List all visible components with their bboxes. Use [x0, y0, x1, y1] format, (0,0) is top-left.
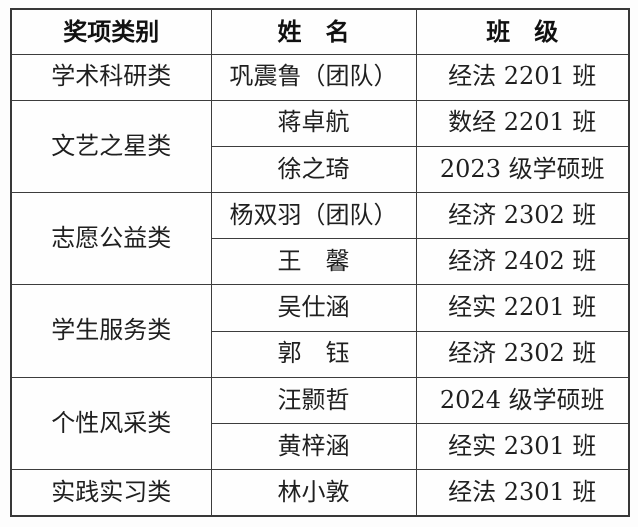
category-cell: 实践实习类 — [10, 469, 212, 517]
class-cell: 数经 2201 班 — [415, 99, 630, 147]
table-row: 学生服务类 吴仕涵 经实 2201 班 — [10, 284, 630, 378]
column-header-category: 奖项类别 — [10, 8, 212, 55]
category-cell: 学术科研类 — [10, 53, 212, 101]
class-cell: 经济 2302 班 — [415, 192, 630, 240]
name-cell: 徐之琦 — [210, 145, 417, 194]
table-row: 学术科研类 巩震鲁（团队） 经法 2201 班 — [10, 53, 630, 101]
class-cell: 2023 级学硕班 — [415, 145, 630, 194]
name-cell: 黄梓涵 — [210, 422, 417, 471]
class-cell: 经法 2301 班 — [415, 469, 630, 517]
class-cell: 经实 2201 班 — [415, 284, 630, 332]
table-row: 文艺之星类 蒋卓航 数经 2201 班 — [10, 99, 630, 194]
name-cell: 蒋卓航 — [210, 99, 417, 147]
class-cell: 经法 2201 班 — [415, 53, 630, 101]
name-cell: 林小敦 — [210, 469, 417, 517]
name-cell: 吴仕涵 — [210, 284, 417, 332]
name-cell: 杨双羽（团队） — [210, 192, 417, 240]
name-cell: 巩震鲁（团队） — [210, 53, 417, 101]
name-cell: 汪颢哲 — [210, 376, 417, 425]
name-cell: 王 馨 — [210, 238, 417, 286]
table-row: 徐之琦 2023 级学硕班 — [11, 145, 630, 194]
category-cell: 志愿公益类 — [10, 192, 212, 286]
class-cell: 2024 级学硕班 — [415, 376, 630, 425]
name-cell: 郭 钰 — [210, 330, 417, 378]
award-winners-table: 奖项类别 姓 名 班 级 学术科研类 巩震鲁（团队） 经法 2201 班文艺之星类蒋… — [10, 8, 630, 517]
table-header-row: 奖项类别 姓 名 班 级 — [10, 8, 630, 55]
table-row: 志愿公益类 杨双羽（团队） 经济 2302 班 — [10, 192, 630, 286]
column-header-class: 班 级 — [415, 8, 630, 55]
column-header-name: 姓 名 — [210, 8, 417, 55]
table-body: 学术科研类 巩震鲁（团队） 经法 2201 班文艺之星类 蒋卓航 数经 2201 班徐之… — [10, 53, 630, 517]
category-cell: 个性风采类 — [10, 376, 212, 471]
table-row: 个性风采类 汪颢哲 2024 级学硕班 — [10, 376, 630, 471]
class-cell: 经实 2301 班 — [415, 422, 630, 471]
table-row: 实践实习类 林小敦 经法 2301 班 — [10, 469, 630, 517]
table-row: 郭 钰经济 2302 班 — [11, 330, 630, 378]
category-cell: 学生服务类 — [10, 284, 212, 378]
class-cell: 经济 2402 班 — [415, 238, 630, 286]
class-cell: 经济 2302 班 — [415, 330, 630, 378]
category-cell: 文艺之星类 — [10, 99, 212, 194]
